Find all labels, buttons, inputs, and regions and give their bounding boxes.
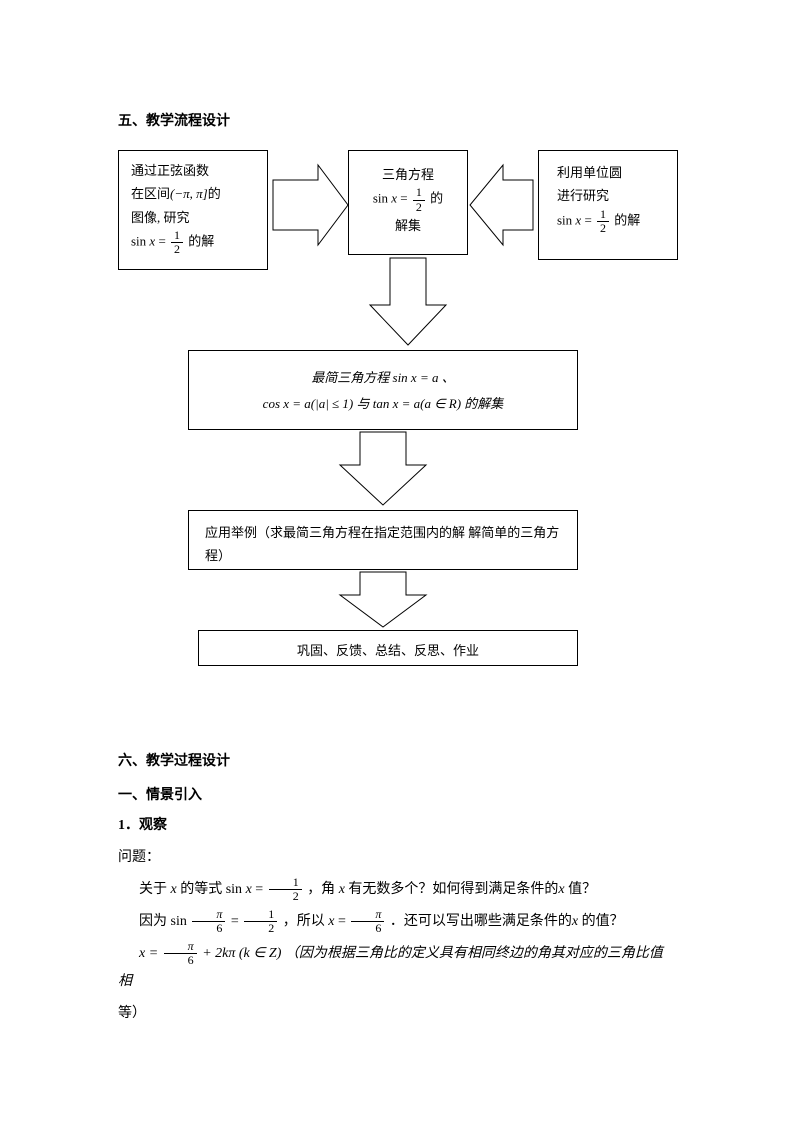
b2-l2a: sin (373, 191, 391, 206)
q1-p2: 有无数多个？如何得到满足条件的 (345, 882, 559, 897)
b3-l1: 利用单位圆 (557, 165, 622, 180)
flowchart: 通过正弦函数 在区间(−π, π]的 图像, 研究 sin x = 12 的解 … (118, 150, 678, 710)
b5-l1: 应用举例（求最简三角方程在指定范围内的解 解简单的三角方程） (205, 525, 559, 563)
b3-l2: 进行研究 (557, 188, 609, 203)
q3: x = π6 + 2kπ (k ∈ Z) （因为根据三角比的定义具有相同终边的角… (118, 940, 676, 996)
b2-fn: 1 (413, 186, 425, 200)
b1-fn: 1 (171, 229, 183, 243)
q3-a: x = (139, 946, 162, 961)
q3-fn: π (164, 940, 197, 954)
b2-l2eq: = (397, 191, 411, 206)
q2-p2: 的值？ (578, 914, 624, 929)
q1-eq: = (252, 882, 267, 897)
b2-fd: 2 (413, 201, 425, 214)
b1-l4p: 的解 (185, 234, 214, 249)
q2-f2d: 2 (244, 922, 277, 935)
b3-l3p: 的解 (611, 212, 640, 227)
b3-fd: 2 (597, 222, 609, 235)
b1-l1: 通过正弦函数 (131, 163, 209, 178)
q2-f2n: 1 (244, 908, 277, 922)
b1-l4a: sin (131, 234, 149, 249)
q2-eq2: = (334, 914, 349, 929)
q2-a: 因为 sin (139, 914, 190, 929)
b1-l4eq: = (155, 234, 169, 249)
flow-box-6: 巩固、反馈、总结、反思、作业 (198, 630, 578, 666)
q3-fd: 6 (164, 954, 197, 967)
section-6: 六、教学过程设计 一、情景引入 1．观察 问题： 关于 x 的等式 sin x … (118, 750, 676, 1028)
q1: 关于 x 的等式 sin x = 12 ，角 x 有无数多个？如何得到满足条件的… (118, 876, 676, 904)
flow-box-1: 通过正弦函数 在区间(−π, π]的 图像, 研究 sin x = 12 的解 (118, 150, 268, 270)
flow-box-2: 三角方程 sin x = 12 的 解集 (348, 150, 468, 255)
q1-p1: ，角 (304, 882, 339, 897)
q2-f1n: π (192, 908, 225, 922)
b2-l3: 解集 (395, 218, 421, 233)
q3-l2: 等） (118, 1000, 676, 1028)
b3-l3a: sin (557, 212, 575, 227)
q2-f3d: 6 (351, 922, 384, 935)
q3-m: + 2kπ (k ∈ Z) （因为根据三角比的定义具有相同终边的角其对应的三角比… (118, 946, 663, 989)
b3-fn: 1 (597, 208, 609, 222)
q2-f1d: 6 (192, 922, 225, 935)
flow-box-5: 应用举例（求最简三角方程在指定范围内的解 解简单的三角方程） (188, 510, 578, 570)
sec1-title: 一、情景引入 (118, 784, 676, 804)
b1-l2c: 的 (208, 186, 221, 201)
q1-a: 关于 (139, 882, 171, 897)
q2-eq: = (227, 914, 242, 929)
q1-m: 的等式 sin (177, 882, 246, 897)
b1-l2a: 在区间 (131, 186, 170, 201)
q2-p: ．还可以写出哪些满足条件的 (386, 914, 572, 929)
b4-l2: cos x = a(|a| ≤ 1) 与 tan x = a(a ∈ R) 的解… (263, 396, 504, 411)
q2-f3n: π (351, 908, 384, 922)
heading-5: 五、教学流程设计 (118, 110, 676, 130)
b3-l3eq: = (581, 212, 595, 227)
q2-m: ，所以 (279, 914, 328, 929)
b1-l3: 图像, 研究 (131, 210, 190, 225)
q1-p3: 值？ (565, 882, 597, 897)
b2-l1: 三角方程 (382, 167, 434, 182)
q1-fd: 2 (269, 890, 302, 903)
b4-l1: 最简三角方程 sin x = a 、 (311, 370, 454, 385)
q2: 因为 sin π6 = 12 ，所以 x = π6 ．还可以写出哪些满足条件的x… (118, 908, 676, 936)
flow-box-3: 利用单位圆 进行研究 sin x = 12 的解 (538, 150, 678, 260)
b1-fd: 2 (171, 243, 183, 256)
sub-1: 1．观察 (118, 814, 676, 834)
b6-t: 巩固、反馈、总结、反思、作业 (297, 643, 479, 658)
b2-l2p: 的 (427, 191, 443, 206)
flow-box-4: 最简三角方程 sin x = a 、 cos x = a(|a| ≤ 1) 与 … (188, 350, 578, 430)
heading-6: 六、教学过程设计 (118, 750, 676, 770)
q1-fn: 1 (269, 876, 302, 890)
q-label: 问题： (118, 844, 676, 872)
b1-l2b: (−π, π] (170, 186, 208, 201)
